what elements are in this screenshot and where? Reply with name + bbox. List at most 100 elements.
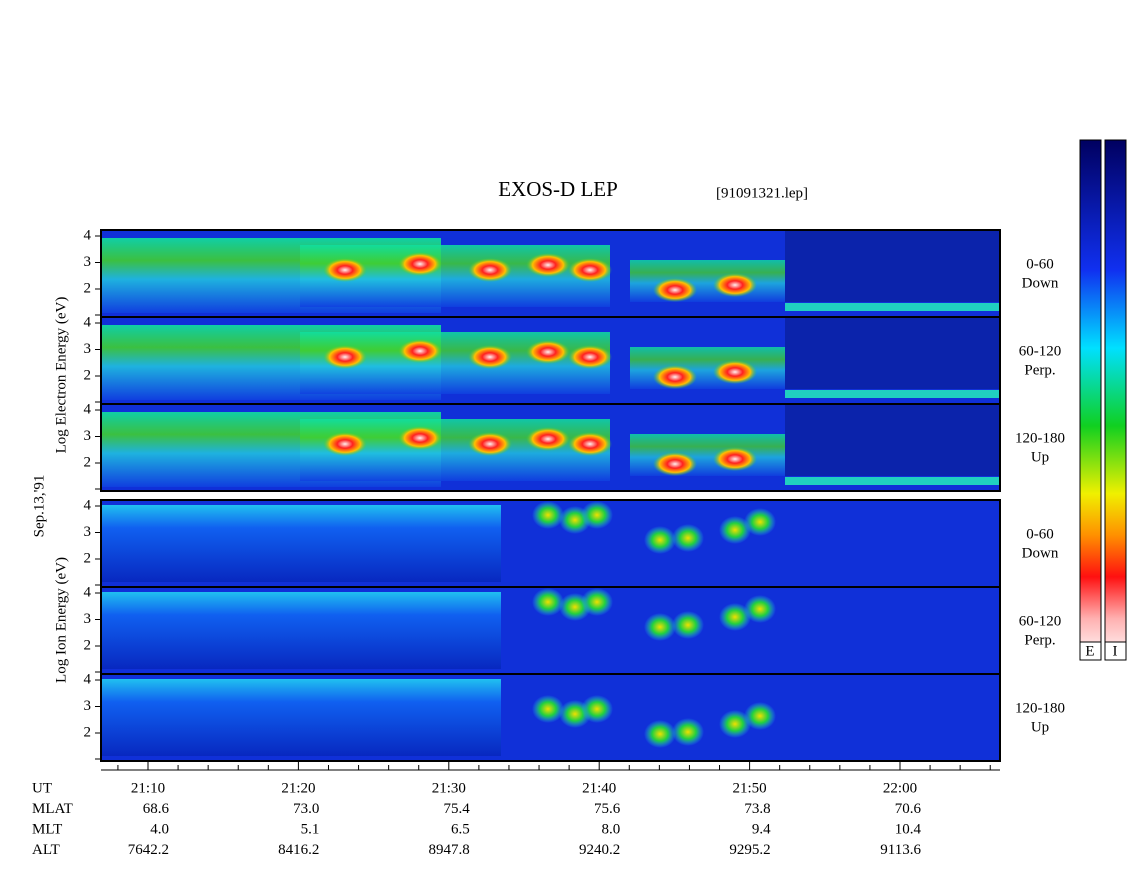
panel-label: Up <box>1031 719 1049 735</box>
spectrogram-hot <box>398 252 442 276</box>
row-value: 70.6 <box>895 801 922 817</box>
spectrogram-hot <box>744 702 776 730</box>
spectrogram-hot <box>672 524 704 552</box>
spectrogram-hot <box>468 432 512 456</box>
spectrogram-hot <box>532 588 564 616</box>
y-tick-label: 4 <box>84 314 92 330</box>
row-value: 21:40 <box>582 780 616 796</box>
y-tick-label: 2 <box>84 724 92 740</box>
ion-axis-label: Log Ion Energy (eV) <box>53 557 69 683</box>
colorbar-label: E <box>1085 643 1094 659</box>
panel-label: Down <box>1022 275 1059 291</box>
colorbar-e <box>1079 139 1102 661</box>
plots: 4 3 2 0-60 Down 4 3 2 60-120 Perp. 4 3 2 120-180 Up 4 3 2… <box>32 227 1065 858</box>
spectrogram-hot <box>526 340 570 364</box>
spectrogram-hot <box>323 345 367 369</box>
panel-label: Down <box>1022 545 1059 561</box>
spectrogram-hot <box>526 253 570 277</box>
row-value: 5.1 <box>301 821 320 837</box>
spectrogram-hot <box>323 258 367 282</box>
spectrogram-hot <box>568 345 612 369</box>
panel-frame <box>100 673 1001 762</box>
spectrogram-hot <box>653 452 697 476</box>
y-tick-label: 4 <box>84 227 92 243</box>
row-value: 22:00 <box>883 780 917 796</box>
spectrogram-hot <box>672 611 704 639</box>
colorbar-label: I <box>1113 643 1118 659</box>
panel-frame <box>100 403 1001 492</box>
row-value: 21:30 <box>432 780 466 796</box>
spectrogram-hot <box>468 258 512 282</box>
spectrogram-hot <box>468 345 512 369</box>
row-label: MLT <box>32 821 62 837</box>
electron-axis-label: Log Electron Energy (eV) <box>53 297 69 454</box>
spectrogram-band <box>630 347 785 389</box>
row-value: 4.0 <box>150 821 169 837</box>
title: EXOS-D LEP <box>498 177 618 201</box>
y-tick-label: 3 <box>84 698 92 714</box>
spectrogram-band <box>630 260 785 302</box>
row-value: 21:10 <box>131 780 165 796</box>
y-tick-label: 2 <box>84 367 92 383</box>
spectrogram-band <box>785 303 1000 311</box>
spectrogram-hot <box>532 501 564 529</box>
panel-label: 0-60 <box>1026 256 1054 272</box>
panel-label: 60-120 <box>1019 343 1062 359</box>
row-value: 73.8 <box>744 801 770 817</box>
spectrogram-hot <box>398 426 442 450</box>
y-tick-label: 3 <box>84 611 92 627</box>
date-label: Sep.13,'91 <box>31 475 47 538</box>
spectrogram-hot <box>713 273 757 297</box>
y-tick-label: 4 <box>84 584 92 600</box>
spectrogram-band <box>101 505 501 582</box>
y-tick-label: 4 <box>84 401 92 417</box>
row-value: 21:20 <box>281 780 315 796</box>
y-tick-label: 3 <box>84 341 92 357</box>
spectrogram-hot <box>719 603 751 631</box>
spectrogram-dark <box>785 317 1000 389</box>
spectrogram-hot <box>644 720 676 748</box>
panel-label: 60-120 <box>1019 613 1062 629</box>
spectrogram-hot <box>744 595 776 623</box>
row-value: 73.0 <box>293 801 319 817</box>
spectrogram-hot <box>713 447 757 471</box>
spectrogram-hot <box>398 339 442 363</box>
spectrogram-hot <box>644 613 676 641</box>
colorbar-label-box <box>1104 641 1127 661</box>
spectrogram-hot <box>713 360 757 384</box>
row-value: 8416.2 <box>278 842 319 858</box>
y-tick-label: 2 <box>84 454 92 470</box>
y-tick-label: 4 <box>84 497 92 513</box>
spectrogram-band <box>785 390 1000 398</box>
spectrogram-hot <box>526 427 570 451</box>
spectrogram-hot <box>581 695 613 723</box>
row-value: 8.0 <box>601 821 620 837</box>
panel-label: 120-180 <box>1015 700 1065 716</box>
spectrogram-band <box>101 592 501 669</box>
spectrogram-hot <box>532 695 564 723</box>
y-tick-label: 3 <box>84 428 92 444</box>
row-value: 9.4 <box>752 821 771 837</box>
spectrogram-hot <box>653 365 697 389</box>
row-value: 21:50 <box>733 780 767 796</box>
spectrogram-hot <box>568 432 612 456</box>
y-tick-label: 2 <box>84 280 92 296</box>
spectrogram-hot <box>672 718 704 746</box>
spectrogram-hot <box>653 278 697 302</box>
panel-label: Up <box>1031 449 1049 465</box>
row-value: 6.5 <box>451 821 470 837</box>
row-value: 7642.2 <box>128 842 169 858</box>
panel-label: Perp. <box>1024 632 1055 648</box>
row-label: MLAT <box>32 801 73 817</box>
spectrogram-hot <box>323 432 367 456</box>
spectrogram-dark <box>785 230 1000 302</box>
spectrogram-dark <box>785 404 1000 476</box>
colorbar-i <box>1104 139 1127 661</box>
row-value: 68.6 <box>143 801 170 817</box>
row-label: ALT <box>32 842 60 858</box>
y-tick-label: 2 <box>84 637 92 653</box>
panel-label: 0-60 <box>1026 526 1054 542</box>
spectrogram-hot <box>644 526 676 554</box>
y-tick-label: 2 <box>84 550 92 566</box>
